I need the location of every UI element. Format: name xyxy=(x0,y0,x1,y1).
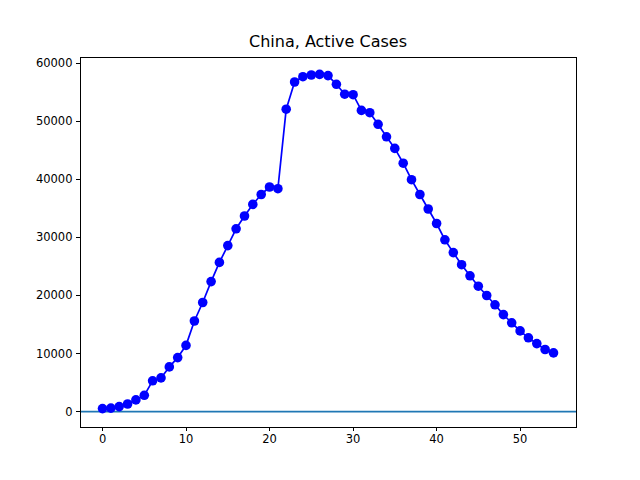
data-point-marker xyxy=(106,403,116,413)
data-point-marker xyxy=(382,132,392,142)
data-point-marker xyxy=(449,248,459,258)
data-point-marker xyxy=(390,144,400,154)
data-point-marker xyxy=(298,72,308,82)
data-point-marker xyxy=(540,345,550,355)
data-point-marker xyxy=(415,190,425,200)
x-tick-label: 10 xyxy=(179,432,194,446)
y-tick-label: 20000 xyxy=(36,288,73,302)
data-point-marker xyxy=(398,158,408,168)
data-point-marker xyxy=(315,70,325,80)
data-point-marker xyxy=(340,89,350,99)
data-point-marker xyxy=(148,376,158,386)
data-point-marker xyxy=(365,108,375,118)
data-point-marker xyxy=(524,333,534,343)
data-point-marker xyxy=(190,316,200,326)
data-point-marker xyxy=(215,258,225,268)
y-tick-label: 10000 xyxy=(36,347,73,361)
data-line xyxy=(103,74,554,408)
y-tick-label: 60000 xyxy=(36,56,73,70)
plot-border xyxy=(80,58,576,428)
data-point-marker xyxy=(173,353,183,363)
data-point-marker xyxy=(407,175,417,185)
y-tick-label: 0 xyxy=(65,405,72,419)
x-tick-label: 30 xyxy=(346,432,361,446)
data-point-marker xyxy=(474,281,484,291)
data-point-marker xyxy=(465,271,475,281)
data-point-marker xyxy=(256,190,266,200)
x-tick-label: 40 xyxy=(429,432,444,446)
data-point-marker xyxy=(482,291,492,301)
data-point-marker xyxy=(373,120,383,130)
data-point-marker xyxy=(248,200,258,210)
x-tick-label: 0 xyxy=(99,432,106,446)
data-point-marker xyxy=(98,404,108,414)
y-tick-label: 40000 xyxy=(36,172,73,186)
y-tick-label: 50000 xyxy=(36,114,73,128)
data-point-marker xyxy=(198,298,208,308)
data-point-marker xyxy=(507,318,517,328)
figure: China, Active Cases 01000020000300004000… xyxy=(0,0,640,480)
x-tick-label: 50 xyxy=(513,432,528,446)
data-series xyxy=(98,70,559,414)
data-point-marker xyxy=(423,204,433,214)
data-point-marker xyxy=(290,77,300,87)
data-point-marker xyxy=(123,399,133,409)
data-point-marker xyxy=(206,277,216,287)
data-point-marker xyxy=(231,224,241,234)
data-point-marker xyxy=(273,184,283,194)
y-tick-label: 30000 xyxy=(36,230,73,244)
data-point-marker xyxy=(156,373,166,383)
data-point-marker xyxy=(114,402,124,412)
data-point-marker xyxy=(457,260,467,270)
data-point-marker xyxy=(490,300,500,310)
data-point-marker xyxy=(440,235,450,245)
x-tick-label: 20 xyxy=(262,432,277,446)
data-point-marker xyxy=(165,362,175,372)
data-point-marker xyxy=(532,339,542,349)
data-point-marker xyxy=(357,106,367,116)
data-point-marker xyxy=(499,310,509,320)
data-point-marker xyxy=(432,219,442,229)
axes: 0 10000 20000 30000 40000 50000 60000 0 10 20 30 40… xyxy=(36,56,576,446)
data-point-marker xyxy=(240,211,250,221)
data-point-marker xyxy=(307,70,317,80)
data-point-marker xyxy=(140,391,150,401)
data-point-marker xyxy=(223,241,233,251)
chart-title: China, Active Cases xyxy=(249,32,407,51)
data-point-marker xyxy=(348,90,358,100)
data-point-marker xyxy=(265,182,275,192)
data-point-marker xyxy=(332,80,342,90)
data-point-marker xyxy=(281,104,291,114)
data-point-marker xyxy=(515,326,525,336)
line-chart: China, Active Cases 01000020000300004000… xyxy=(0,0,640,480)
data-point-marker xyxy=(549,348,559,358)
data-point-marker xyxy=(181,341,191,351)
data-point-marker xyxy=(323,71,333,81)
data-point-marker xyxy=(131,395,141,405)
